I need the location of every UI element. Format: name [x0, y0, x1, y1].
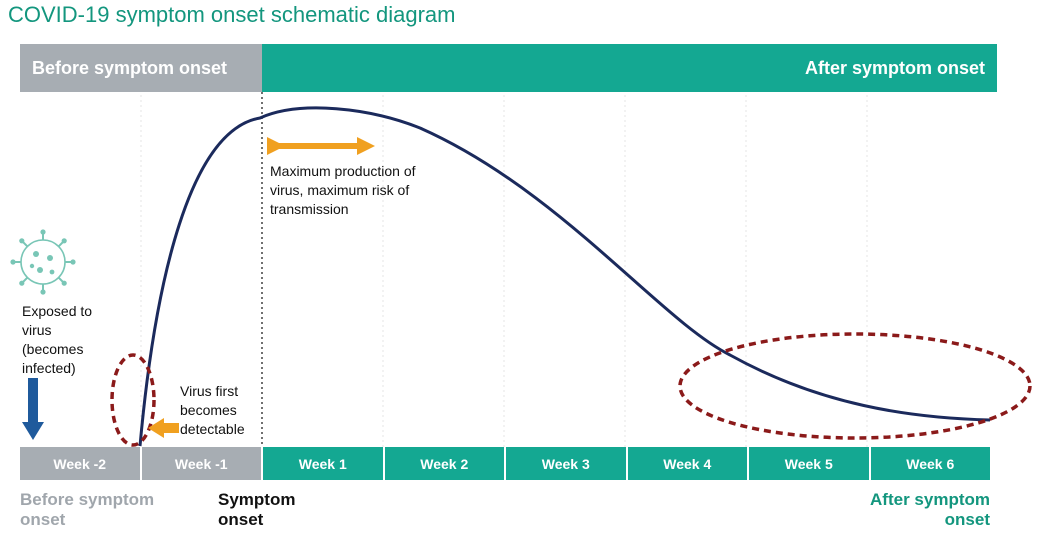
peak-annotation: Maximum production of virus, maximum ris… [270, 163, 416, 217]
band-after-symptom-onset: After symptom onset [262, 44, 997, 92]
week-cell: Week 5 [749, 447, 871, 480]
week-cell: Week -2 [20, 447, 142, 480]
band-before-label: Before symptom onset [32, 57, 228, 78]
week-cell: Week 2 [384, 447, 506, 480]
down-arrow-icon [22, 378, 44, 440]
exposed-annotation: Exposed to virus (becomes infected) [22, 303, 93, 376]
viral-load-curve [138, 106, 991, 447]
week-cell: Week 4 [627, 447, 749, 480]
left-arrow-icon [148, 418, 179, 438]
week-cell: Week 1 [263, 447, 385, 480]
bottom-label-before: Before symptom onset [20, 490, 155, 529]
virus-icon [10, 229, 76, 295]
band-before-symptom-onset: Before symptom onset [20, 44, 262, 92]
detectable-annotation: Virus first becomes detectable [180, 383, 245, 437]
bottom-label-after: After symptom onset [870, 490, 990, 529]
bottom-label-onset: Symptom onset [218, 490, 296, 529]
detection-highlight-ellipse [110, 353, 156, 447]
diagram-title: COVID-19 symptom onset schematic diagram [8, 2, 456, 27]
tail-highlight-ellipse [678, 332, 1032, 440]
week-cell: Week 3 [506, 447, 628, 480]
band-after-label: After symptom onset [804, 57, 985, 78]
week-cell: Week -1 [141, 447, 263, 480]
week-cell: Week 6 [870, 447, 990, 480]
week-axis: Week -2 Week -1 Week 1 Week 2 Week 3 Wee… [20, 447, 990, 480]
